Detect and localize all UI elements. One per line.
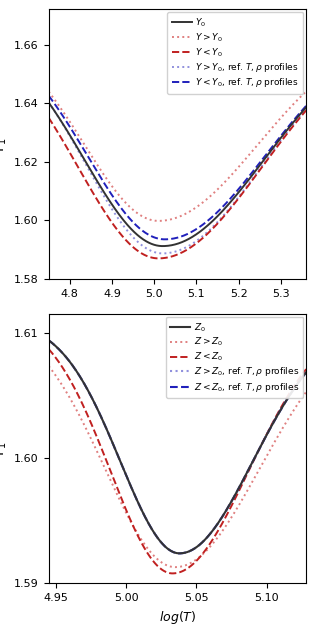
Y-axis label: $\Gamma_1$: $\Gamma_1$ (0, 441, 9, 456)
Legend: $Z_0$, $Z > Z_0$, $Z < Z_0$, $Z > Z_0$, ref. $T,\rho$ profiles, $Z < Z_0$, ref. : $Z_0$, $Z > Z_0$, $Z < Z_0$, $Z > Z_0$, … (166, 317, 303, 398)
Y-axis label: $\Gamma_1$: $\Gamma_1$ (0, 136, 9, 151)
Legend: $Y_0$, $Y > Y_0$, $Y < Y_0$, $Y > Y_0$, ref. $T,\rho$ profiles, $Y < Y_0$, ref. : $Y_0$, $Y > Y_0$, $Y < Y_0$, $Y > Y_0$, … (167, 12, 303, 94)
X-axis label: $log(T)$: $log(T)$ (159, 608, 196, 626)
